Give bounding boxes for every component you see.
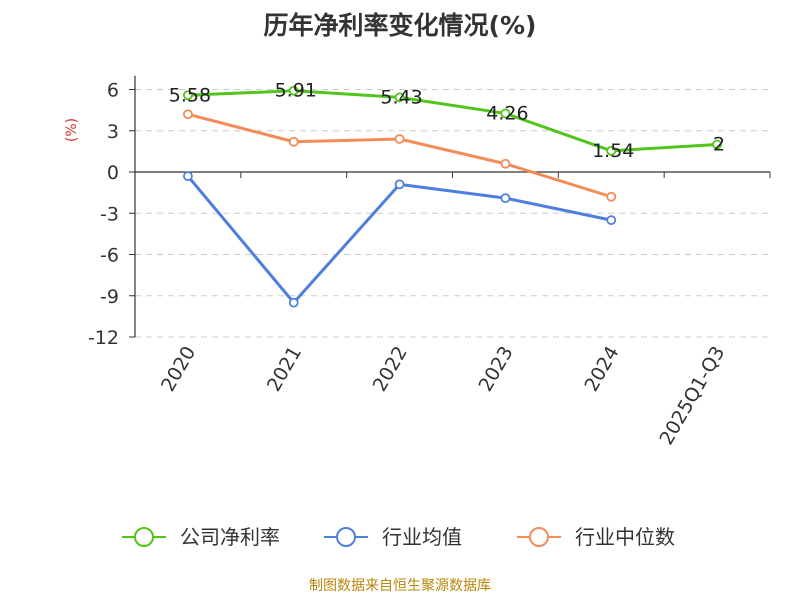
legend-item[interactable]: 行业中位数 [517,525,675,549]
data-point [500,108,511,119]
series-line [186,174,613,305]
data-point [606,191,617,202]
x-tick-label: 2020 [157,343,200,396]
data-point [712,139,722,150]
data-point [183,109,193,120]
legend-marker-icon [336,527,356,547]
data-point [606,145,617,156]
data-point [394,134,405,144]
data-point [183,90,193,101]
source-note: 制图数据来自恒生聚源数据库 [309,578,491,594]
legend-label: 行业均值 [382,525,462,549]
data-point [606,215,617,226]
x-tick-label: 2025Q1-Q3 [655,343,729,449]
axes: 6 3 0 -3 -6 -9 -12 2020 2021 2022 2023 2024 2025Q1-Q… [88,75,771,449]
data-label: 4.26 [486,102,528,124]
y-tick-label: 0 [107,162,119,184]
data-labels: 5.58 5.91 5.43 4.26 1.54 2 [169,80,725,162]
data-label: 5.43 [380,86,422,108]
data-label: 5.58 [169,84,211,106]
x-tick-label: 2022 [369,343,412,396]
y-tick-label: -9 [100,286,119,308]
y-tick-label: -12 [88,327,119,349]
data-label: 5.91 [275,80,317,102]
x-tick-label: 2024 [580,343,623,396]
data-point [288,297,299,308]
data-point [183,171,193,182]
legend-label: 行业中位数 [575,525,675,549]
series-layer [183,85,722,308]
data-point [288,136,299,147]
y-tick-label: 6 [107,80,119,102]
grid-lines [135,89,770,338]
data-label: 1.54 [592,140,634,162]
data-point [394,92,405,103]
y-axis-unit-label: (%) [64,118,80,142]
x-tick-label: 2021 [263,343,306,396]
data-point [394,179,405,190]
data-point [288,85,299,96]
legend-item[interactable]: 行业均值 [324,525,462,549]
legend-marker-icon [134,527,154,547]
x-tick-label: 2023 [475,343,518,396]
legend-item[interactable]: 公司净利率 [122,525,280,549]
y-tick-label: -3 [100,203,119,225]
data-point [500,158,511,169]
y-tick-label: 3 [107,121,119,143]
legend-marker-icon [529,527,549,547]
legend: 公司净利率 行业均值 行业中位数 [122,525,675,549]
series-line [186,89,719,153]
chart-title: 历年净利率变化情况(%) [264,11,537,40]
data-point [500,193,511,204]
y-tick-label: -6 [100,245,119,267]
data-label: 2 [713,134,725,156]
legend-label: 公司净利率 [180,525,280,549]
